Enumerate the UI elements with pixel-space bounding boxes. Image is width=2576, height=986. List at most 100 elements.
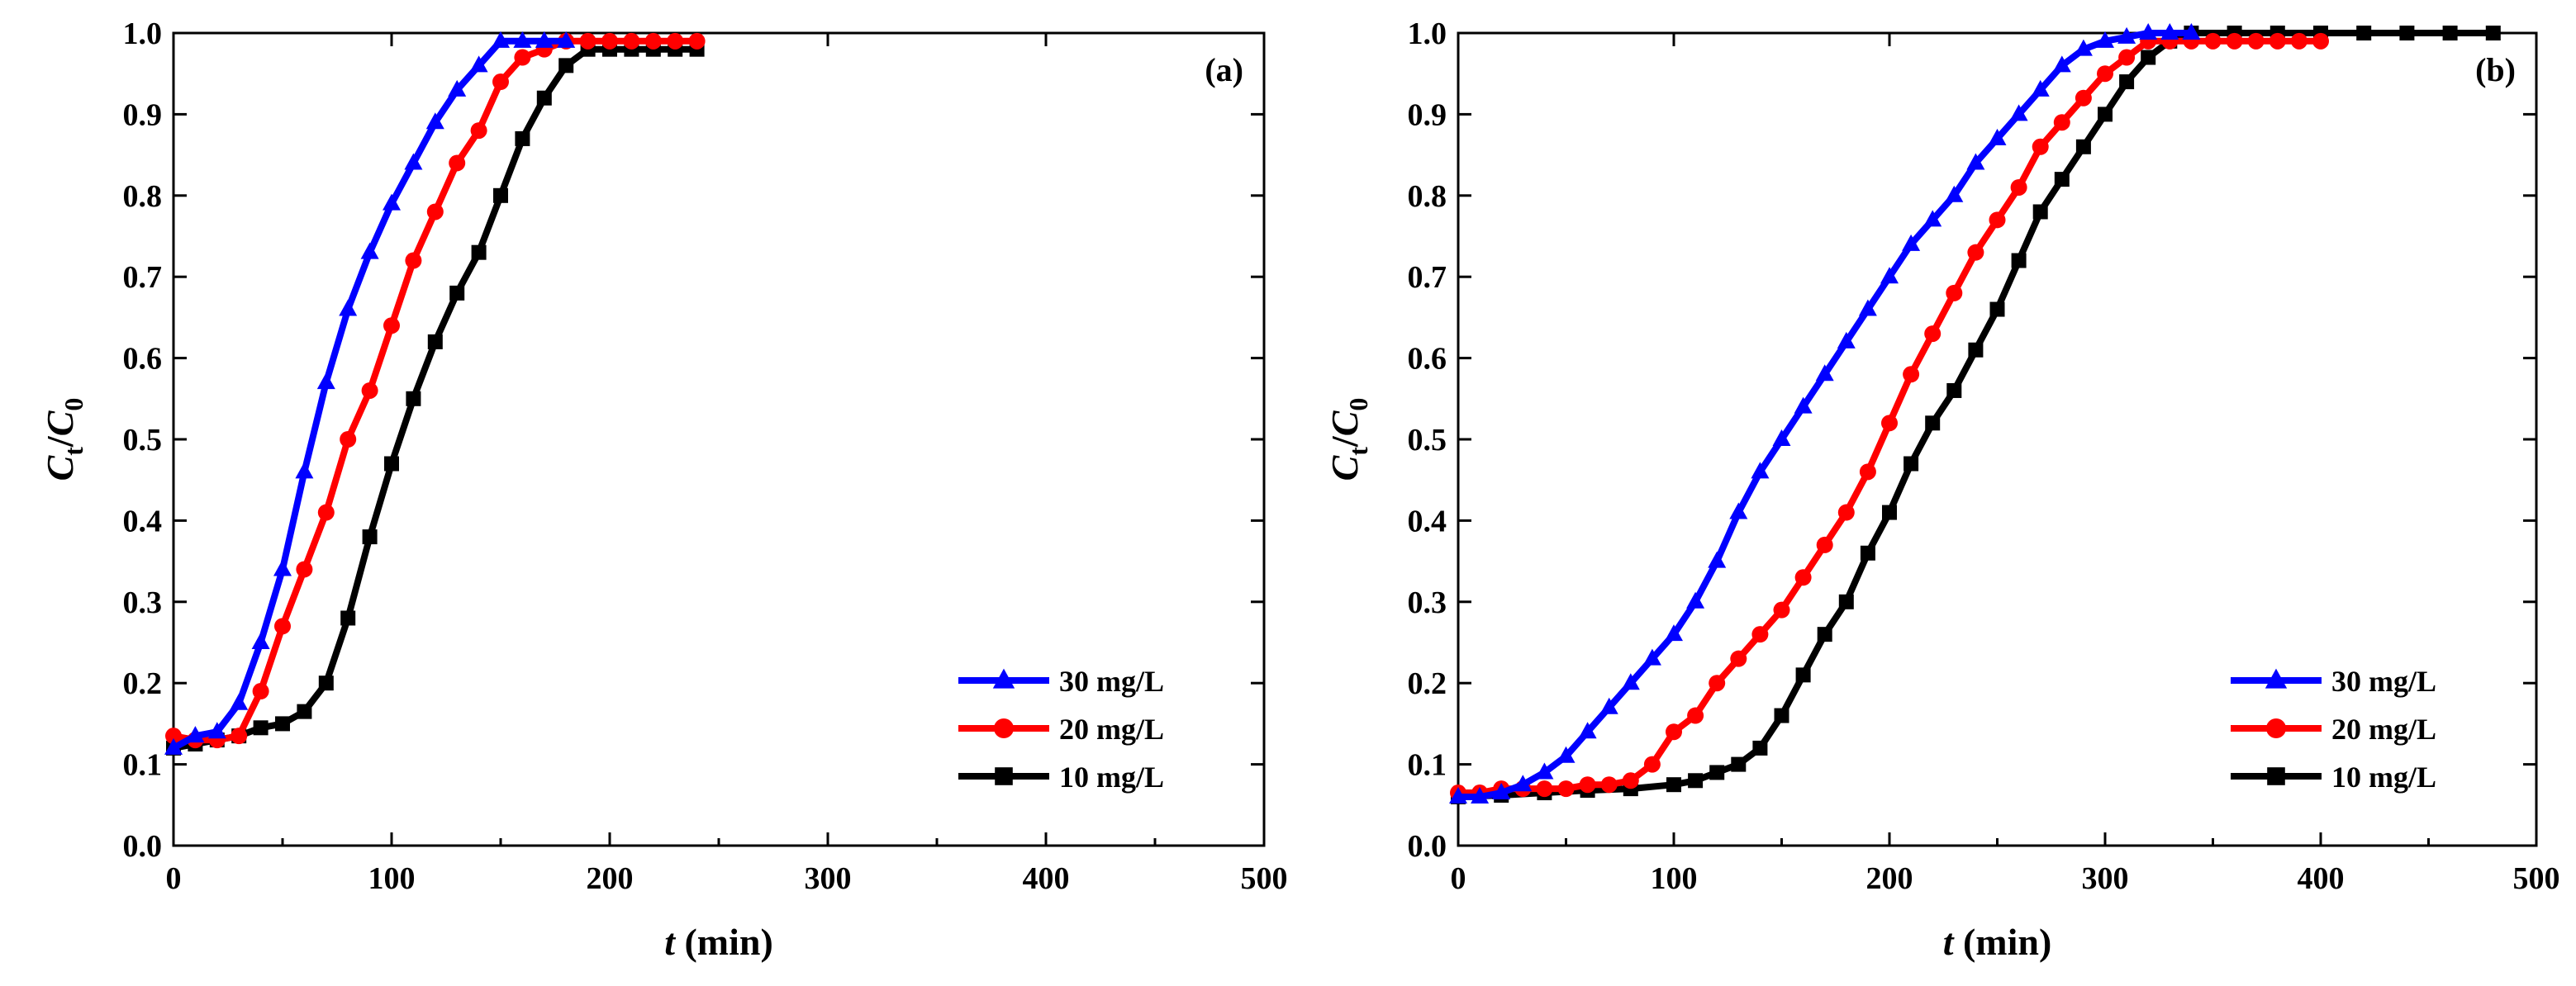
x-axis-var: t (664, 921, 676, 963)
data-point (1643, 756, 1661, 773)
data-point (514, 49, 531, 66)
y-axis-title: Ct/C0 (1324, 398, 1373, 481)
data-point (1794, 396, 1813, 414)
data-point (623, 32, 640, 50)
panel-label: (a) (1205, 51, 1243, 88)
y-tick-label: 0.6 (1408, 342, 1447, 377)
data-point (1600, 776, 1618, 794)
data-point (1774, 708, 1789, 723)
y-tick-label: 0.8 (1408, 179, 1447, 214)
data-point (535, 31, 554, 48)
data-point (2290, 32, 2307, 50)
data-point (295, 462, 314, 479)
series-20-mg-l (165, 32, 706, 749)
y-tick-label: 0.3 (123, 585, 163, 620)
data-point (1881, 415, 1898, 432)
data-point (1837, 331, 1856, 348)
data-point (2485, 26, 2501, 40)
data-point (2204, 32, 2222, 50)
y-tick-label: 0.1 (1408, 748, 1447, 783)
data-point (252, 683, 269, 700)
data-point (513, 31, 532, 48)
data-point (2096, 31, 2114, 48)
legend-marker (992, 668, 1015, 689)
data-point (1642, 648, 1661, 666)
data-point (1815, 364, 1834, 382)
data-point (2247, 32, 2265, 50)
data-point (1968, 342, 1984, 358)
data-point (251, 633, 270, 649)
data-point (165, 728, 182, 745)
data-point (361, 382, 378, 399)
data-point (1882, 505, 1897, 520)
data-point (1946, 284, 1963, 301)
data-point (448, 79, 467, 97)
y-tick-label: 0.1 (123, 748, 163, 783)
data-point (1816, 536, 1833, 553)
y-tick-label: 0.9 (123, 97, 163, 132)
data-point (360, 242, 379, 259)
data-point (1557, 780, 1575, 798)
data-point (1557, 746, 1576, 763)
legend-marker (995, 767, 1013, 785)
series-10-mg-l (166, 41, 705, 756)
data-point (318, 676, 334, 691)
legend-marker (994, 718, 1014, 738)
data-point (2052, 55, 2071, 73)
data-point (2075, 139, 2091, 154)
data-point (1860, 545, 1875, 561)
data-point (339, 299, 358, 316)
y-axis-sub: t (1343, 447, 1373, 456)
data-point (1989, 301, 2005, 317)
legend-label: 30 mg/L (2331, 665, 2436, 698)
x-tick-label: 200 (1866, 861, 1913, 896)
y-axis-var: C (39, 454, 81, 481)
panel-a: 0 100 200 300 400 500 0.0 0.1 0.2 0.3 0.4 0.5 0.6 0.7… (39, 17, 1288, 963)
x-tick-label: 500 (1241, 861, 1288, 896)
data-point (2226, 32, 2243, 50)
data-point (362, 529, 378, 545)
data-point (404, 153, 423, 170)
y-axis-slash: / (1324, 435, 1366, 448)
y-tick-label: 0.2 (1408, 666, 1447, 701)
data-point (601, 32, 618, 50)
data-point (1925, 415, 1941, 431)
data-point (164, 737, 183, 755)
data-point (1751, 626, 1769, 643)
legend-label: 30 mg/L (1059, 665, 1164, 698)
data-point (2160, 23, 2179, 40)
data-point (1666, 777, 1681, 793)
data-point (1622, 772, 1639, 789)
data-point (1966, 153, 1985, 170)
data-point (2075, 89, 2092, 107)
data-point (2097, 65, 2113, 83)
legend-label: 20 mg/L (1059, 713, 1164, 746)
data-point (449, 285, 465, 301)
x-tick-label: 500 (2513, 861, 2560, 896)
x-tick-label: 200 (587, 861, 634, 896)
data-point (492, 73, 509, 91)
data-point (1902, 234, 1921, 251)
y-tick-label: 0.6 (123, 342, 163, 377)
data-point (1665, 624, 1683, 642)
y-tick-label: 0.4 (123, 504, 163, 538)
y-axis-den: C (1324, 410, 1366, 436)
data-point (1492, 783, 1511, 800)
x-tick-label: 400 (1023, 861, 1070, 896)
x-axis-title: t (min) (664, 921, 773, 963)
y-tick-label: 0.7 (123, 260, 163, 295)
data-point (383, 193, 401, 211)
data-point (231, 728, 248, 745)
legend: 30 mg/L 20 mg/L 10 mg/L (2231, 665, 2436, 794)
y-tick-label: 0.5 (123, 423, 163, 457)
data-point (2011, 253, 2027, 268)
data-point (1795, 667, 1811, 683)
data-point (2031, 79, 2050, 97)
data-point (253, 720, 269, 736)
y-axis-den: C (39, 410, 81, 436)
y-tick-label: 0.2 (123, 666, 163, 701)
data-point (558, 58, 574, 73)
data-point (2182, 23, 2201, 40)
y-tick-label: 0.0 (123, 829, 163, 864)
